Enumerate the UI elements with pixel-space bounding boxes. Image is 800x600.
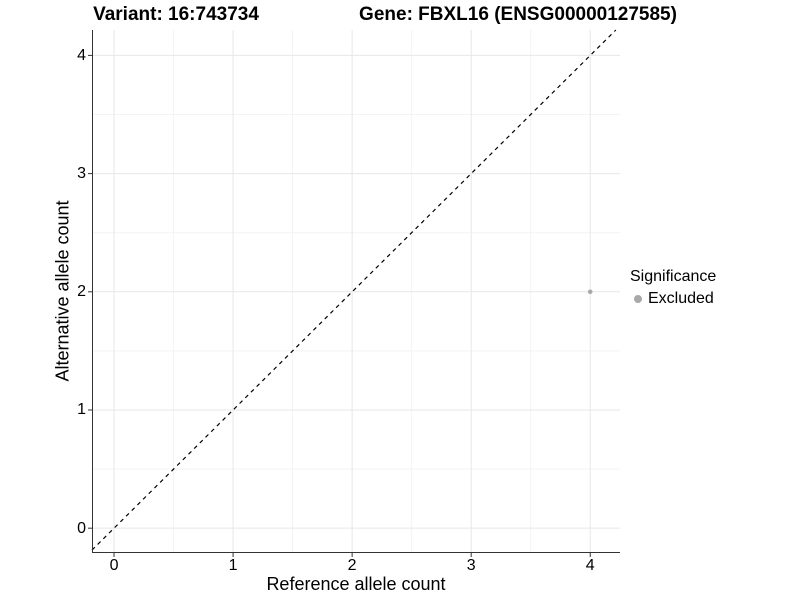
x-tick-label: 3 — [466, 557, 476, 574]
identity-reference-line — [91, 29, 617, 551]
data-point — [587, 289, 593, 295]
y-axis-title: Alternative allele count — [52, 200, 73, 382]
y-tick-label: 4 — [77, 46, 86, 64]
plot-panel — [88, 29, 620, 557]
x-tick-label: 1 — [228, 557, 238, 574]
legend-item-excluded: Excluded — [630, 289, 716, 308]
x-tick-label: 2 — [347, 557, 357, 574]
gene-title: Gene: FBXL16 (ENSG00000127585) — [359, 4, 677, 25]
y-tick-label: 2 — [77, 283, 86, 301]
x-axis-title: Reference allele count — [266, 574, 446, 594]
y-tick-label: 1 — [77, 401, 86, 419]
legend-point-swatch-icon — [634, 294, 642, 303]
variant-title: Variant: 16:743734 — [93, 4, 259, 25]
x-tick-label: 0 — [109, 557, 119, 574]
y-tick-label: 3 — [77, 165, 86, 183]
legend-item-label: Excluded — [648, 290, 714, 307]
legend: Significance Excluded — [630, 267, 716, 308]
x-tick-label: 4 — [585, 557, 595, 574]
legend-title: Significance — [630, 268, 717, 285]
y-tick-label: 0 — [77, 519, 86, 537]
